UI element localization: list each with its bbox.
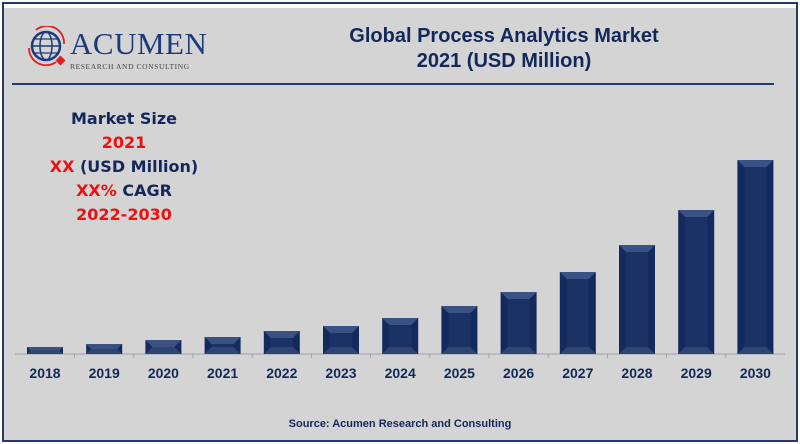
globe-icon	[28, 26, 66, 67]
x-tick-label: 2018	[29, 365, 60, 381]
market-size-year: 2021	[101, 133, 147, 152]
x-tick-label: 2020	[148, 365, 179, 381]
bar-2026	[500, 292, 537, 354]
bar-2025	[441, 306, 478, 354]
bar-2018	[27, 347, 63, 354]
cagr-label: CAGR	[116, 181, 172, 200]
market-size-unit: (USD Million)	[74, 157, 199, 176]
logo-wordmark: ACUMEN	[70, 26, 208, 61]
bar-2023	[323, 326, 359, 354]
x-tick-label: 2019	[89, 365, 120, 381]
bar-2021	[204, 337, 241, 354]
bar-2020	[145, 340, 182, 354]
chart-title: Global Process Analytics Market 2021 (US…	[254, 24, 754, 74]
cagr-value: XX%	[76, 181, 117, 200]
title-line-2: 2021 (USD Million)	[416, 50, 592, 72]
market-size-box: Market Size 2021 XX (USD Million) XX% CA…	[44, 107, 204, 227]
bar-2022	[263, 331, 300, 354]
bar-2024	[382, 318, 419, 354]
x-tick-label: 2026	[503, 365, 534, 381]
x-tick-label: 2023	[325, 365, 356, 381]
bar-2027	[559, 272, 596, 354]
bar-2028	[619, 245, 655, 354]
x-tick-label: 2029	[681, 365, 712, 381]
bar-2029	[678, 210, 715, 354]
header-divider	[12, 83, 774, 85]
x-tick-label: 2027	[562, 365, 593, 381]
market-size-value: XX	[49, 157, 75, 176]
x-tick-label: 2022	[266, 365, 297, 381]
x-tick-label: 2024	[385, 365, 416, 381]
bar-2030	[737, 160, 774, 354]
x-tick-label: 2021	[207, 365, 238, 381]
acumen-logo: ACUMEN RESEARCH AND CONSULTING	[26, 24, 208, 72]
market-size-label: Market Size	[70, 109, 178, 128]
cagr-period: 2022-2030	[76, 205, 172, 224]
logo-tagline: RESEARCH AND CONSULTING	[70, 62, 190, 71]
x-tick-label: 2028	[621, 365, 652, 381]
x-tick-label: 2030	[740, 365, 771, 381]
title-line-1: Global Process Analytics Market	[349, 25, 659, 47]
source-note: Source: Acumen Research and Consulting	[288, 418, 512, 430]
bar-2019	[86, 344, 123, 354]
x-tick-label: 2025	[444, 365, 475, 381]
